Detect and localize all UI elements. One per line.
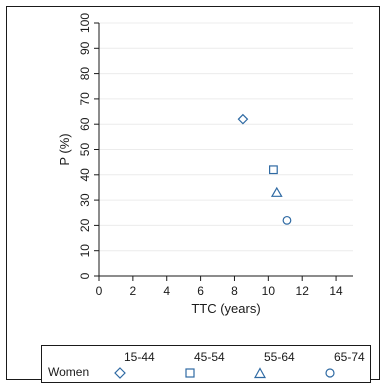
data-points <box>237 113 292 225</box>
point-55-64-triangle-icon <box>270 186 283 197</box>
y-tick-label-10: 10 <box>78 244 92 258</box>
scatter-plot: 0 10 20 30 40 50 60 70 80 90 100 0 2 4 6 8 10 12 14 TTC (y… <box>57 13 353 316</box>
y-tick-label-60: 60 <box>78 117 92 131</box>
y-tick-label-50: 50 <box>78 143 92 157</box>
x-tick-label-10: 10 <box>262 284 276 298</box>
legend-square-icon <box>185 368 195 378</box>
legend-label-55-64: 55-64 <box>264 350 295 364</box>
legend-circle-icon <box>325 368 335 378</box>
y-tick-label-80: 80 <box>78 67 92 81</box>
tick-labels: 0 10 20 30 40 50 60 70 80 90 100 0 2 4 6 8 10 12 14 <box>78 13 343 298</box>
y-tick-label-20: 20 <box>78 218 92 232</box>
legend-label-65-74: 65-74 <box>334 350 365 364</box>
x-tick-label-4: 4 <box>163 284 170 298</box>
chart-frame: 0 10 20 30 40 50 60 70 80 90 100 0 2 4 6 8 10 12 14 TTC (y… <box>6 6 380 383</box>
legend-row-label: Women <box>48 365 90 379</box>
y-tick-label-40: 40 <box>78 168 92 182</box>
axes <box>94 22 353 281</box>
y-tick-label-0: 0 <box>78 272 92 279</box>
point-15-44-diamond-icon <box>237 113 249 125</box>
gridlines <box>99 22 353 252</box>
point-65-74-circle-icon <box>282 215 292 225</box>
x-tick-label-14: 14 <box>329 284 343 298</box>
x-tick-label-2: 2 <box>130 284 137 298</box>
legend-triangle-icon <box>253 367 267 379</box>
legend-label-45-54: 45-54 <box>194 350 225 364</box>
x-tick-label-8: 8 <box>231 284 238 298</box>
x-axis-title: TTC (years) <box>191 301 260 316</box>
y-tick-label-100: 100 <box>78 13 92 33</box>
legend-diamond-icon <box>114 367 126 379</box>
x-tick-label-0: 0 <box>96 284 103 298</box>
x-tick-label-6: 6 <box>197 284 204 298</box>
x-tick-label-12: 12 <box>296 284 310 298</box>
legend-label-15-44: 15-44 <box>124 350 155 364</box>
y-axis-title: P (%) <box>57 133 72 165</box>
legend: Women 15-44 45-54 55-64 65-74 <box>41 345 371 383</box>
y-tick-label-70: 70 <box>78 92 92 106</box>
y-tick-label-90: 90 <box>78 41 92 55</box>
y-tick-label-30: 30 <box>78 193 92 207</box>
point-45-54-square-icon <box>269 165 278 175</box>
